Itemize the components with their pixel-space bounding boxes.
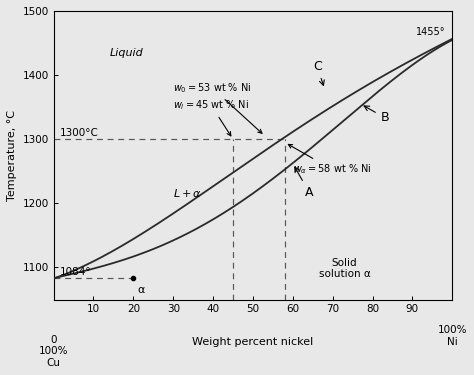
X-axis label: Weight percent nickel: Weight percent nickel: [192, 337, 314, 346]
Text: α: α: [137, 285, 145, 295]
Text: Liquid: Liquid: [109, 48, 143, 58]
Text: 100%
Ni: 100% Ni: [438, 325, 467, 347]
Text: $w_l = 45$ wt % Ni: $w_l = 45$ wt % Ni: [173, 98, 249, 136]
Text: C: C: [313, 60, 324, 86]
Text: $w_\alpha = 58$ wt % Ni: $w_\alpha = 58$ wt % Ni: [288, 144, 372, 176]
Text: Solid
solution α: Solid solution α: [319, 258, 371, 279]
Text: $w_0 = 53$ wt % Ni: $w_0 = 53$ wt % Ni: [173, 81, 262, 133]
Text: 1084°: 1084°: [60, 267, 91, 277]
Text: B: B: [364, 106, 389, 124]
Text: A: A: [295, 167, 313, 199]
Y-axis label: Temperature, °C: Temperature, °C: [7, 110, 17, 201]
Text: 1455°: 1455°: [417, 27, 446, 38]
Text: 0
100%
Cu: 0 100% Cu: [39, 335, 68, 368]
Text: $L + \alpha$: $L + \alpha$: [173, 187, 202, 199]
Text: 1300°C: 1300°C: [60, 128, 99, 138]
